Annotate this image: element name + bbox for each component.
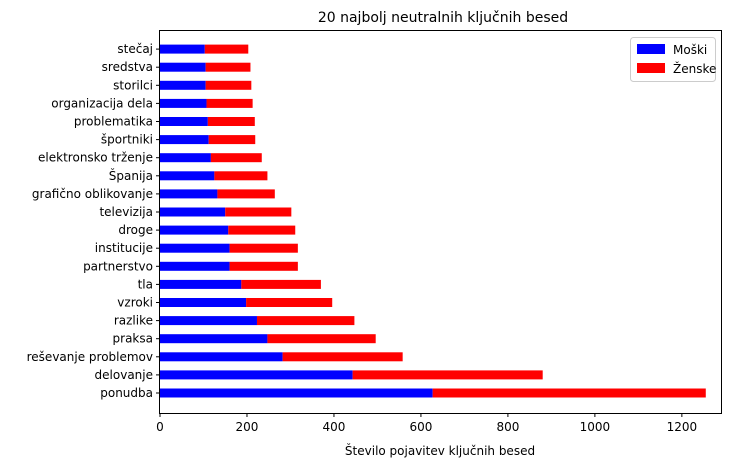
bar-female xyxy=(206,98,253,108)
bar-male xyxy=(160,98,207,108)
bar-female xyxy=(217,189,275,199)
x-axis-ticks: 0 200 400 600 800 1000 1200 xyxy=(156,413,697,434)
bar-female xyxy=(246,298,333,307)
bar-male xyxy=(160,370,353,380)
legend: Moški Ženske xyxy=(630,37,716,82)
legend-label-female: Ženske xyxy=(673,61,716,76)
bar-female xyxy=(229,243,298,253)
y-tick-label: stečaj xyxy=(117,42,153,56)
bar-female xyxy=(241,279,321,289)
bar-male xyxy=(160,316,257,326)
bar-female xyxy=(207,117,255,126)
bar-male xyxy=(160,153,211,163)
bar-male xyxy=(160,80,206,90)
bar-male xyxy=(160,189,218,199)
bar-male xyxy=(160,243,230,253)
x-tick-label: 200 xyxy=(236,420,259,434)
bar-male xyxy=(160,261,230,271)
y-tick-label: storilci xyxy=(113,78,153,92)
y-tick-label: reševanje problemov xyxy=(27,350,153,364)
bar-male xyxy=(160,62,206,72)
plot-frame xyxy=(159,30,722,414)
bar-female xyxy=(282,352,403,362)
y-tick-label: vzroki xyxy=(117,296,153,310)
y-tick-label: televizija xyxy=(99,205,153,219)
y-tick-label: partnerstvo xyxy=(83,259,153,273)
bar-female xyxy=(205,62,251,72)
bar-male xyxy=(160,298,247,307)
y-tick-label: problematika xyxy=(74,115,153,129)
bar-female xyxy=(229,261,298,271)
bar-female xyxy=(210,153,262,163)
bars-group xyxy=(160,44,706,398)
bar-female xyxy=(204,44,249,54)
y-tick-label: praksa xyxy=(113,332,153,346)
bar-female xyxy=(214,171,268,181)
bar-female xyxy=(228,225,296,235)
x-axis-label: Število pojavitev ključnih besed xyxy=(345,443,535,458)
x-tick-label: 1200 xyxy=(667,420,698,434)
bar-male xyxy=(160,135,209,145)
y-tick-label: grafično oblikovanje xyxy=(32,187,153,201)
y-tick-label: ponudba xyxy=(100,386,153,400)
y-tick-label: elektronsko trženje xyxy=(38,151,153,165)
bar-male xyxy=(160,388,433,398)
y-tick-label: delovanje xyxy=(95,368,153,382)
x-tick-label: 0 xyxy=(156,420,164,434)
y-tick-label: sredstva xyxy=(102,60,153,74)
y-tick-label: razlike xyxy=(114,314,153,328)
bar-male xyxy=(160,279,242,289)
bar-male xyxy=(160,334,268,344)
legend-label-male: Moški xyxy=(673,43,707,57)
bar-female xyxy=(432,388,706,398)
y-tick-label: tla xyxy=(138,277,153,291)
bar-female xyxy=(352,370,543,380)
y-tick-label: droge xyxy=(118,223,153,237)
y-tick-label: organizacija dela xyxy=(51,96,153,110)
bar-male xyxy=(160,117,208,126)
bar-male xyxy=(160,171,215,181)
bar-female xyxy=(208,135,256,145)
y-tick-label: Španija xyxy=(109,168,153,183)
bar-male xyxy=(160,352,283,362)
bar-female xyxy=(267,334,376,344)
y-tick-label: institucije xyxy=(95,241,153,255)
bar-female xyxy=(205,80,252,90)
x-tick-label: 600 xyxy=(409,420,432,434)
bar-female xyxy=(256,316,355,326)
bar-male xyxy=(160,225,229,235)
y-tick-label: športniki xyxy=(101,133,153,147)
bar-male xyxy=(160,207,226,217)
chart-title: 20 najbolj neutralnih ključnih besed xyxy=(318,10,568,26)
legend-swatch-female xyxy=(637,63,665,73)
x-tick-label: 1000 xyxy=(580,420,611,434)
y-axis-ticks: ponudba delovanje reševanje problemov praks… xyxy=(27,42,160,400)
x-tick-label: 800 xyxy=(496,420,519,434)
bar-male xyxy=(160,44,205,54)
x-tick-label: 400 xyxy=(323,420,346,434)
bar-female xyxy=(225,207,292,217)
legend-swatch-male xyxy=(637,44,665,54)
